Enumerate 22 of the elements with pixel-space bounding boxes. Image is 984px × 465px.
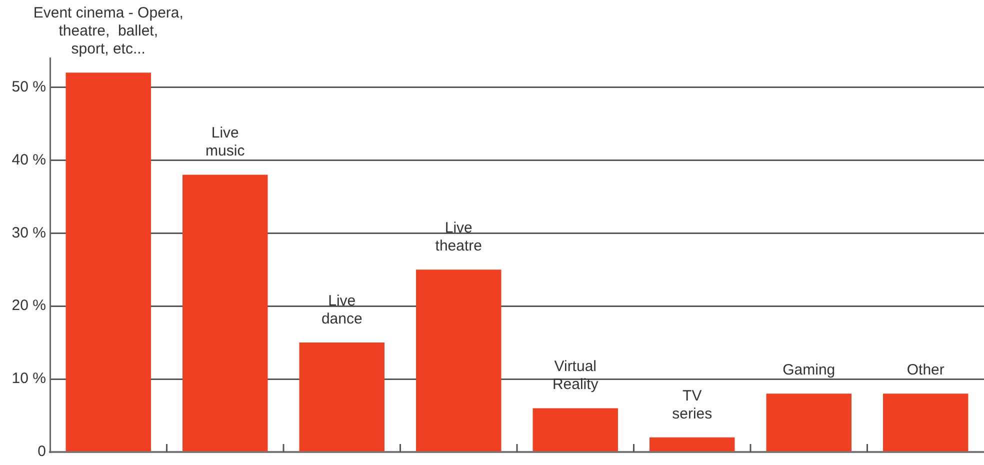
bar [66,72,151,452]
y-tick-label: 20 % [12,297,46,314]
x-tick-label: Live dance [321,292,362,328]
x-tick-label: TV series [672,387,712,422]
x-tick-label: Live music [206,124,246,160]
y-tick-label: 10 % [12,370,46,388]
bar [532,408,618,452]
bar [650,437,735,452]
bar [299,342,384,452]
x-tick-label: Gaming [782,362,836,379]
bar [416,270,502,452]
x-tick-label: Virtual Reality [552,358,599,394]
x-tick-label: Live theatre [435,220,482,255]
y-tick-label: 40 % [12,151,46,168]
bar [766,394,852,452]
bar [883,394,968,452]
x-tick-label: Event cinema - Opera, theatre, ballet, sport, etc... [33,4,184,58]
x-tick-label: Other [906,362,944,379]
y-tick-label: 0 [38,443,46,460]
bar [182,174,268,452]
y-tick-label: 50 % [12,78,46,96]
y-tick-label: 30 % [12,224,46,242]
